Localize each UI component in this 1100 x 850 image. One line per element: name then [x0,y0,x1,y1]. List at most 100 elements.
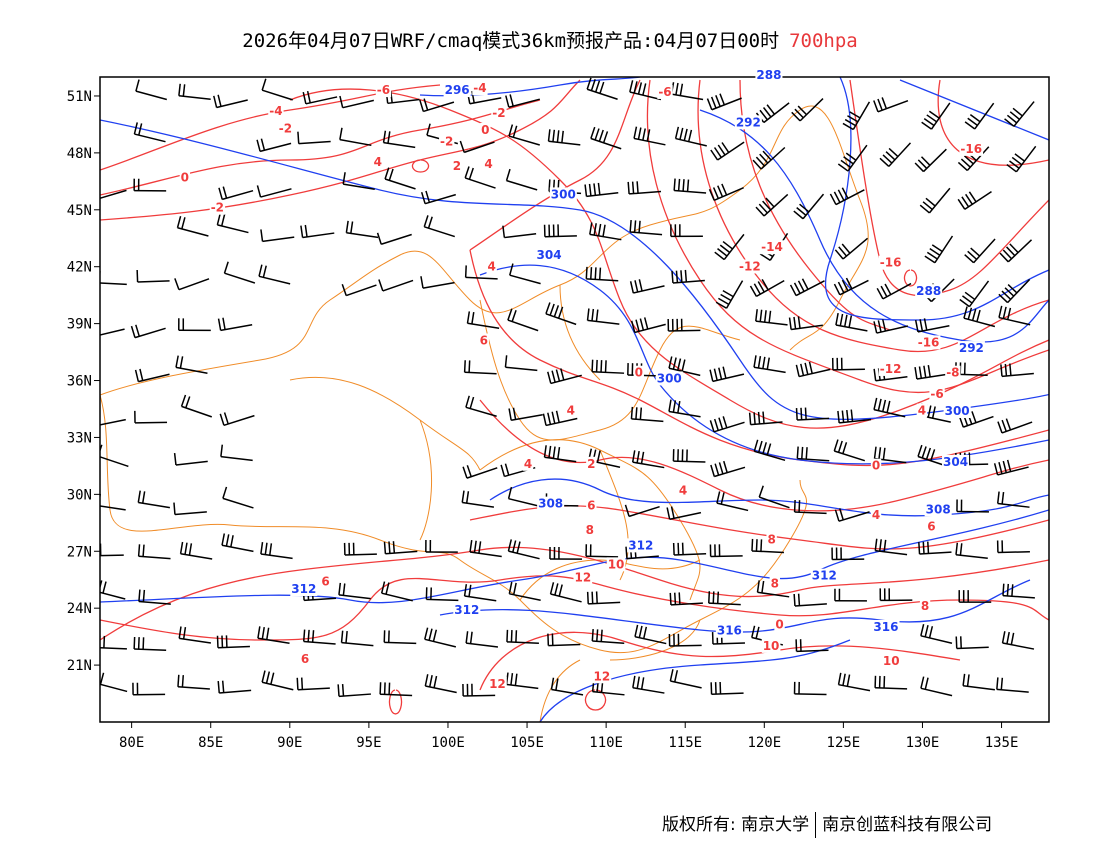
wind-barb [261,78,293,101]
height-label: 300 [551,187,576,201]
temperature-label: 0 [635,366,643,380]
wind-barb [100,543,124,557]
temperature-label: 8 [771,576,779,590]
temperature-label: 6 [480,333,488,347]
wind-barb [629,279,665,294]
temperature-label-bg [737,259,762,274]
temperature-label: 10 [883,654,900,668]
height-contours [100,77,1049,722]
temperature-label: -6 [377,83,390,97]
temperature-label: -4 [269,104,282,118]
map-frame [99,76,1050,723]
temperature-label-bg [919,599,931,614]
height-label: 292 [736,115,761,129]
wind-barb [134,368,170,383]
lat-tick-label: 48N [67,146,92,162]
wind-barb [180,394,213,418]
wind-barb [962,673,995,691]
wind-barb [547,368,582,385]
wind-barb [669,592,703,606]
wind-barb [296,677,330,691]
temperature-label-bg [766,532,777,547]
wind-barb [716,491,749,512]
wind-barb [1006,145,1037,173]
lat-tick-label: 30N [67,487,92,503]
axis-ticks: 80E 85E 90E 95E 100E 105E 110E 115E 120E 125E 130E… [67,89,1019,751]
height-label: 304 [943,455,968,469]
map-title: 2026年04月07日WRF/cmaq模式36km预报产品:04月07日00时 7… [0,26,1100,53]
temperature-label: 8 [767,533,775,547]
wind-barb [543,224,577,238]
temperature-label-bg [451,158,463,173]
wind-barb [136,270,170,283]
lon-tick-label: 110E [589,735,623,751]
wind-barb [795,407,830,421]
wind-barb [137,490,171,509]
wind-barb [465,631,499,648]
height-label: 300 [657,371,682,385]
wind-barb [873,446,907,464]
temperature-label: 4 [374,155,382,169]
wind-barb [216,213,249,234]
wind-barb [134,410,168,424]
wind-barb [964,238,996,264]
wind-barb [837,144,868,172]
height-label: 304 [537,248,562,262]
height-label-bg [443,83,471,98]
wind-barb [133,122,166,143]
wind-barb [384,167,416,190]
wind-barb [380,581,413,602]
copyright-text: 版权所有: 南京大学 [662,815,810,835]
height-label-bg [734,115,762,130]
wind-barb [873,319,909,334]
wind-barb [130,324,166,339]
wind-barb [464,166,496,189]
wind-barb [833,439,866,462]
height-label-bg [655,371,683,386]
wind-barb [710,681,744,696]
wind-barb [178,83,211,101]
lat-tick-label: 24N [67,601,92,617]
temperature-label: 4 [488,260,496,274]
temperature-label-bg [916,403,928,418]
wind-barb [709,544,743,558]
temperature-label-bg [677,483,689,498]
height-label-bg [872,619,900,634]
wind-barb [996,540,1030,554]
temperature-label-bg [486,259,497,274]
wind-barb [831,357,865,371]
wind-barb [591,359,625,374]
wind-barb [959,280,990,308]
lon-tick-label: 115E [668,735,702,751]
wind-barb [879,588,913,602]
wind-barb [672,542,707,556]
wind-barb [710,141,745,161]
height-label: 308 [538,497,563,511]
wind-barb [957,190,992,210]
wind-barb [547,129,581,146]
wind-barb [755,193,789,217]
temperature-label: 4 [918,404,926,418]
wind-barb [379,682,413,697]
temperature-label-bg [606,557,626,572]
wind-barb [758,485,790,509]
wind-barb [506,629,539,644]
wind-barb [300,224,335,239]
lon-tick-label: 100E [431,735,465,751]
temperature-label: 2 [587,457,595,471]
wind-barb [297,131,331,145]
wind-barb [998,305,1031,326]
wind-barb [585,544,619,558]
temperature-label-bg [488,676,507,691]
wind-barb [834,588,867,602]
wind-barb [585,266,619,282]
wind-barb [504,355,538,372]
wind-barb [135,79,167,101]
wind-barb [874,675,908,690]
wind-barb [179,541,213,560]
wind-barb [1000,363,1034,378]
temperature-label-bg [870,508,882,523]
temperature-label: 8 [921,599,929,613]
height-label: 312 [628,538,653,552]
wind-barb [666,506,702,520]
